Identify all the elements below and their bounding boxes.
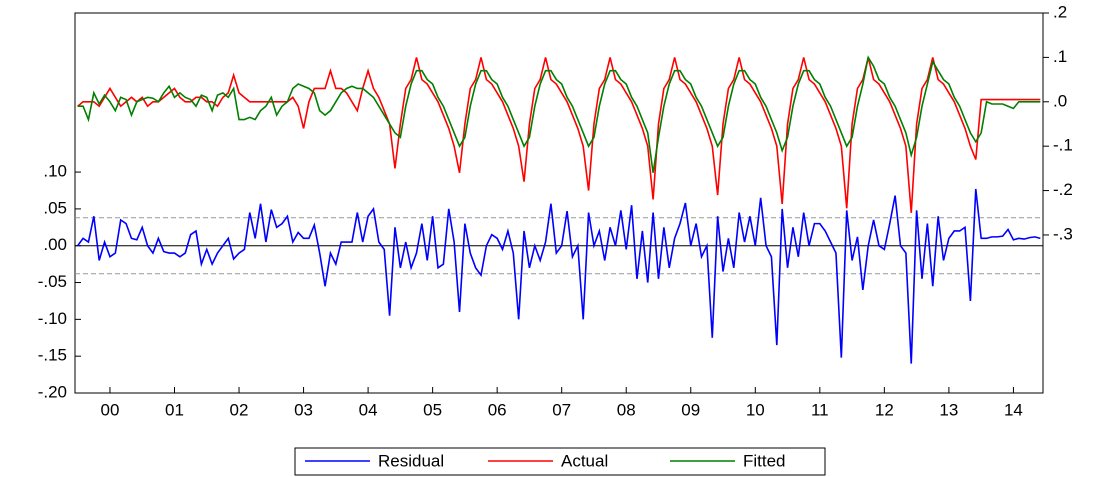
y2-tick-label: .1	[1053, 47, 1067, 66]
x-tick-label: 11	[811, 400, 829, 419]
y-tick-label: .10	[43, 162, 67, 181]
x-tick-label: 10	[746, 400, 765, 419]
y2-tick-label: .2	[1053, 2, 1067, 21]
legend-box	[294, 447, 826, 476]
series-line	[77, 188, 1041, 364]
y-tick-label: -.15	[38, 346, 67, 365]
series-line	[77, 57, 1041, 213]
legend-label: Actual	[561, 451, 608, 470]
x-tick-label: 13	[939, 400, 958, 419]
x-tick-label: 03	[294, 400, 313, 419]
legend-label: Residual	[378, 451, 444, 470]
x-tick-label: 06	[488, 400, 507, 419]
x-tick-label: 14	[1004, 400, 1023, 419]
x-tick-label: 12	[875, 400, 894, 419]
plot-frame	[74, 12, 1044, 394]
y-tick-label: .05	[43, 198, 67, 217]
x-tick-label: 08	[617, 400, 636, 419]
y2-tick-label: -.2	[1053, 180, 1073, 199]
y2-tick-label: -.3	[1053, 224, 1073, 243]
x-tick-label: 04	[359, 400, 378, 419]
x-tick-label: 07	[552, 400, 571, 419]
y-tick-label: -.20	[38, 382, 67, 401]
x-tick-label: 09	[681, 400, 700, 419]
series-line	[77, 55, 1041, 173]
y-tick-label: -.10	[38, 309, 67, 328]
y2-tick-label: -.1	[1053, 136, 1073, 155]
x-tick-label: 00	[100, 400, 119, 419]
x-tick-label: 01	[165, 400, 184, 419]
y2-tick-label: .0	[1053, 91, 1067, 110]
y-tick-label: -.05	[38, 272, 67, 291]
y-tick-label: .00	[43, 235, 67, 254]
x-tick-label: 02	[230, 400, 249, 419]
x-tick-label: 05	[423, 400, 442, 419]
legend-label: Fitted	[743, 451, 786, 470]
